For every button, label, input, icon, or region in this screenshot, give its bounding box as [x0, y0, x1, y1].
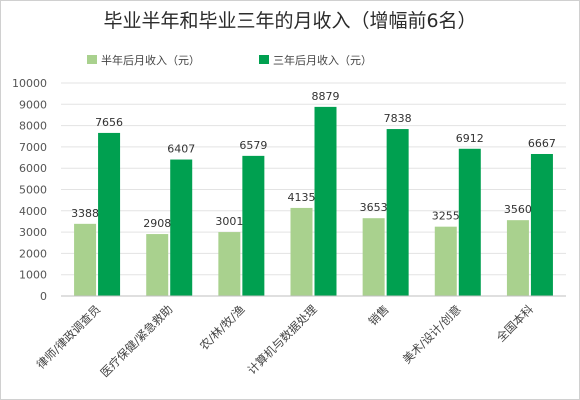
y-tick-label: 1000	[19, 269, 47, 282]
bar-half-year	[362, 218, 385, 296]
x-category-label: 计算机与数据处理	[245, 302, 320, 377]
y-tick-label: 4000	[19, 205, 47, 218]
data-label: 3255	[432, 210, 460, 223]
x-category-label: 医疗保健/紧急救助	[98, 302, 176, 380]
x-category-label: 销售	[366, 302, 392, 328]
y-tick-label: 3000	[19, 226, 47, 239]
legend-label-three-year: 三年后月收入（元）	[273, 53, 372, 67]
bar-three-year	[242, 155, 265, 296]
legend-label-half-year: 半年后月收入（元）	[101, 53, 200, 67]
data-labels: 3388 7656 2908 6407 3001 6579 4135 8879 3653 7838…	[71, 90, 556, 230]
data-label: 3560	[504, 203, 532, 216]
x-category-label: 全国本科	[494, 302, 537, 345]
y-tick-label: 10000	[12, 77, 47, 90]
y-tick-label: 2000	[19, 247, 47, 260]
bar-three-year	[530, 153, 553, 296]
data-label: 3388	[71, 207, 99, 220]
data-label: 2908	[143, 217, 171, 230]
bar-half-year	[290, 207, 313, 296]
data-label: 8879	[312, 90, 340, 103]
chart-title: 毕业半年和毕业三年的月收入（增幅前6名）	[103, 10, 476, 32]
legend-swatch-three-year	[259, 55, 269, 64]
bar-half-year	[434, 226, 457, 296]
x-category-label: 农/林/牧/渔	[197, 302, 248, 353]
data-label: 4135	[288, 191, 316, 204]
x-category-label: 美术/设计/创意	[400, 302, 464, 366]
data-label: 6407	[167, 143, 195, 156]
bar-three-year	[98, 132, 121, 296]
bar-three-year	[386, 129, 409, 296]
data-label: 3001	[215, 215, 243, 228]
data-label: 6579	[239, 139, 267, 152]
bar-half-year	[218, 232, 241, 296]
y-tick-label: 7000	[19, 141, 47, 154]
data-label: 7656	[95, 116, 123, 129]
y-axis-ticks: 0 1000 2000 3000 4000 5000 6000 7000 8000 9000 100…	[12, 77, 47, 303]
legend-swatch-half-year	[87, 55, 97, 64]
bar-half-year	[146, 234, 169, 296]
data-label: 7838	[384, 112, 412, 125]
bar-three-year	[170, 159, 193, 296]
y-tick-label: 9000	[19, 98, 47, 111]
y-tick-label: 8000	[19, 120, 47, 133]
data-label: 6912	[456, 132, 484, 145]
bars	[74, 106, 553, 297]
bar-half-year	[74, 223, 97, 296]
y-tick-label: 5000	[19, 184, 47, 197]
y-tick-label: 6000	[19, 162, 47, 175]
bar-three-year	[458, 148, 481, 296]
y-tick-label: 0	[40, 290, 47, 303]
legend: 半年后月收入（元） 三年后月收入（元）	[87, 53, 372, 67]
x-category-label: 律师/律政调查员	[34, 302, 104, 372]
bar-half-year	[506, 220, 529, 296]
bar-three-year	[314, 106, 337, 297]
gridlines	[61, 82, 566, 276]
data-label: 6667	[528, 137, 556, 150]
data-label: 3653	[360, 201, 388, 214]
